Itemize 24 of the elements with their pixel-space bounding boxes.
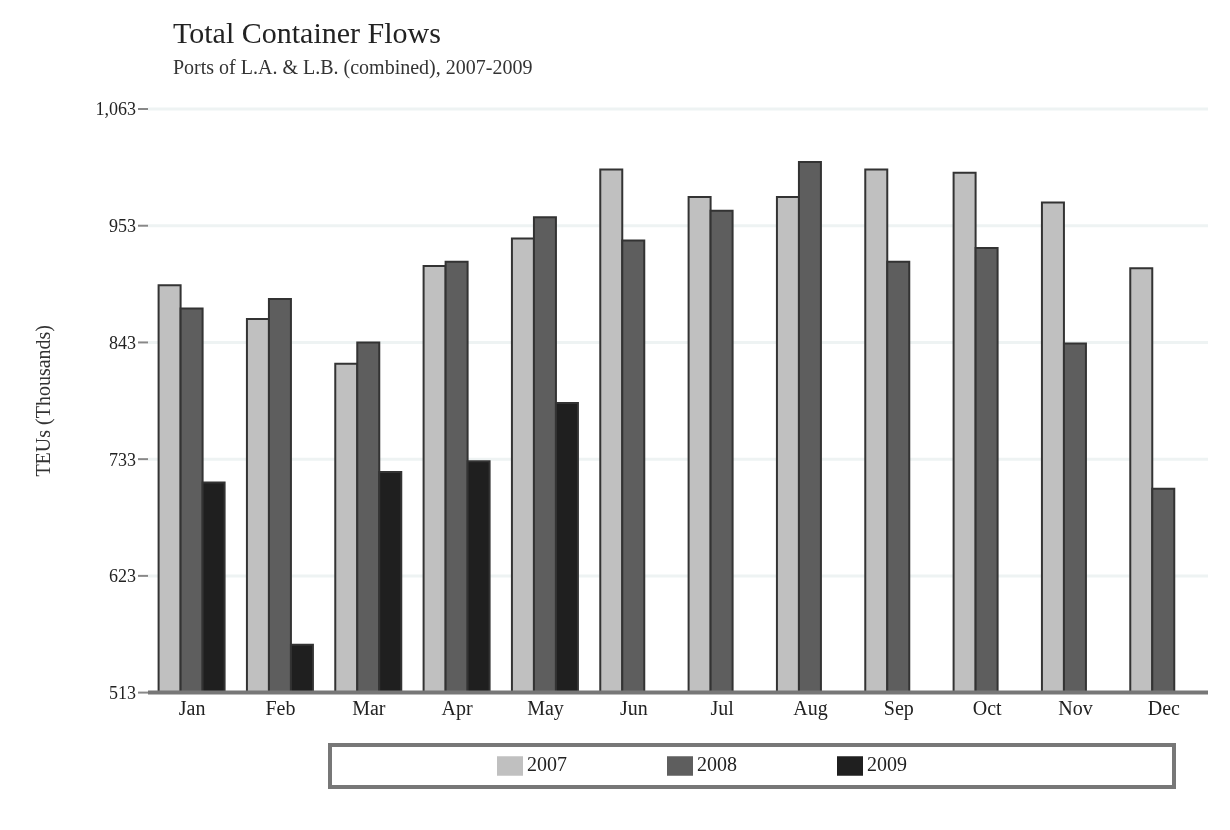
x-tick-label: Mar	[352, 696, 386, 719]
x-tick-label: Oct	[972, 696, 1003, 719]
x-tick-label: Apr	[441, 696, 474, 720]
x-tick-label: Aug	[793, 696, 828, 720]
y-tick-label: 953	[109, 216, 136, 237]
legend-label: 2008	[697, 752, 737, 775]
x-tick-label: Dec	[1147, 696, 1181, 719]
y-tick-label: 843	[109, 332, 136, 353]
y-tick-label: 623	[109, 566, 136, 587]
y-tick-label: 1,063	[95, 99, 136, 120]
chart-subtitle: Ports of L.A. & L.B. (combined), 2007-2009	[173, 56, 534, 79]
y-axis-title: TEUs (Thousands)	[32, 324, 56, 477]
legend-label: 2009	[867, 752, 907, 775]
chart-title: Total Container Flows	[173, 16, 442, 50]
x-tick-label: Nov	[1058, 696, 1093, 719]
x-tick-label: Jan	[178, 696, 206, 719]
legend-label: 2007	[527, 752, 567, 775]
y-tick-label: 733	[109, 449, 136, 470]
x-tick-label: Jul	[710, 696, 735, 719]
y-tick-label: 513	[109, 682, 136, 703]
x-tick-label: Jun	[619, 696, 648, 719]
x-tick-label: May	[527, 696, 564, 720]
x-tick-label: Feb	[265, 696, 296, 719]
x-tick-label: Sep	[883, 696, 914, 720]
